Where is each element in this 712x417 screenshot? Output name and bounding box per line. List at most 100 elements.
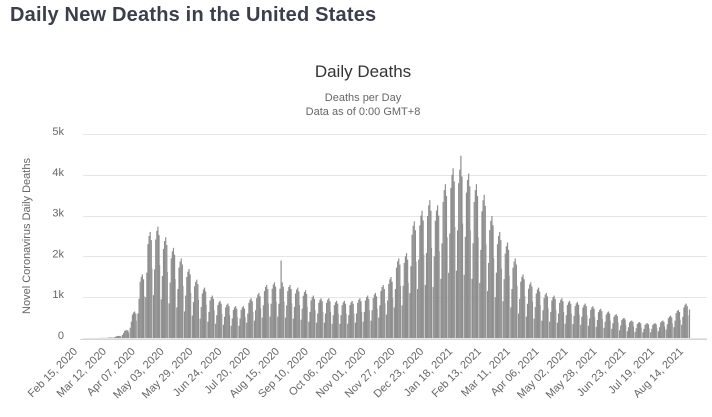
bar: [526, 303, 529, 338]
chart-subtitle-line1: Deaths per Day: [324, 92, 402, 104]
bar: [173, 254, 176, 338]
bar: [593, 308, 595, 338]
bar: [168, 303, 170, 338]
bar: [278, 303, 280, 338]
bar: [233, 307, 236, 338]
bar: [342, 302, 344, 338]
bar: [364, 300, 367, 338]
bar: [643, 328, 645, 338]
bar: [429, 200, 431, 338]
bar: [287, 291, 289, 338]
bar: [601, 311, 603, 338]
bar: [490, 220, 492, 338]
bar: [182, 285, 184, 338]
bar: [445, 196, 448, 338]
bar: [650, 332, 652, 338]
bar: [262, 305, 264, 338]
bar: [391, 281, 393, 338]
bar: [256, 298, 258, 338]
bar: [573, 315, 575, 338]
bar: [248, 302, 250, 338]
bar: [586, 315, 588, 338]
bar: [571, 313, 572, 338]
bar: [440, 278, 442, 338]
bar: [144, 296, 145, 338]
bar: [252, 311, 254, 338]
bar: [314, 310, 316, 338]
bar: [137, 313, 139, 338]
bar: [186, 277, 188, 338]
chart-subtitle-line2: Data as of 0:00 GMT+8: [305, 106, 421, 118]
bar: [298, 291, 300, 338]
bar: [156, 230, 158, 338]
bar: [469, 186, 471, 338]
bar: [201, 293, 203, 338]
bar: [270, 303, 272, 338]
bar: [640, 323, 642, 338]
bar: [323, 322, 325, 338]
bar: [634, 331, 636, 338]
bar: [343, 300, 345, 338]
bar: [581, 316, 583, 338]
bar: [480, 249, 482, 338]
bar: [597, 312, 600, 338]
bar: [142, 279, 145, 338]
bar: [370, 320, 372, 338]
bar: [327, 299, 329, 338]
bar: [654, 323, 656, 338]
bar: [110, 337, 112, 338]
bar: [150, 240, 152, 338]
bar: [566, 305, 569, 338]
bar: [245, 317, 246, 338]
bar: [520, 281, 522, 338]
bar: [519, 298, 521, 338]
bar: [206, 305, 207, 338]
bar: [191, 315, 193, 338]
bar: [158, 235, 160, 338]
bar: [394, 289, 397, 338]
bar: [641, 327, 642, 338]
bar: [658, 327, 661, 338]
bar: [503, 279, 505, 338]
bar: [225, 307, 227, 338]
bar: [442, 201, 444, 338]
bar: [318, 302, 320, 338]
bar: [249, 299, 251, 338]
bar: [344, 303, 347, 338]
bar: [155, 239, 157, 338]
bar: [231, 318, 233, 338]
bar: [159, 265, 161, 338]
bar: [637, 322, 640, 338]
bar: [502, 301, 504, 338]
bar: [673, 327, 675, 338]
bar: [316, 322, 318, 338]
bar: [166, 244, 168, 338]
y-tick-label: 1k: [52, 289, 64, 301]
bar: [543, 298, 545, 338]
bar: [678, 312, 681, 338]
bar: [119, 336, 121, 338]
bar: [655, 324, 657, 338]
bar: [382, 284, 384, 338]
bar: [313, 298, 316, 338]
bar: [209, 300, 211, 338]
bar: [320, 298, 322, 338]
bar: [596, 320, 598, 338]
bar: [337, 303, 339, 338]
bar: [417, 289, 419, 338]
bar: [390, 277, 392, 338]
bars: [90, 155, 691, 338]
bar: [217, 305, 219, 338]
daily-deaths-chart: Daily Deaths Deaths per Day Data as of 0…: [0, 40, 712, 417]
bar: [432, 287, 434, 338]
bar: [273, 282, 276, 338]
bar: [170, 258, 172, 338]
bar: [453, 181, 455, 338]
bar: [351, 300, 353, 338]
bar: [235, 306, 237, 338]
bar: [666, 324, 668, 338]
bar: [360, 301, 362, 338]
bar: [409, 293, 411, 338]
bar: [340, 315, 342, 338]
